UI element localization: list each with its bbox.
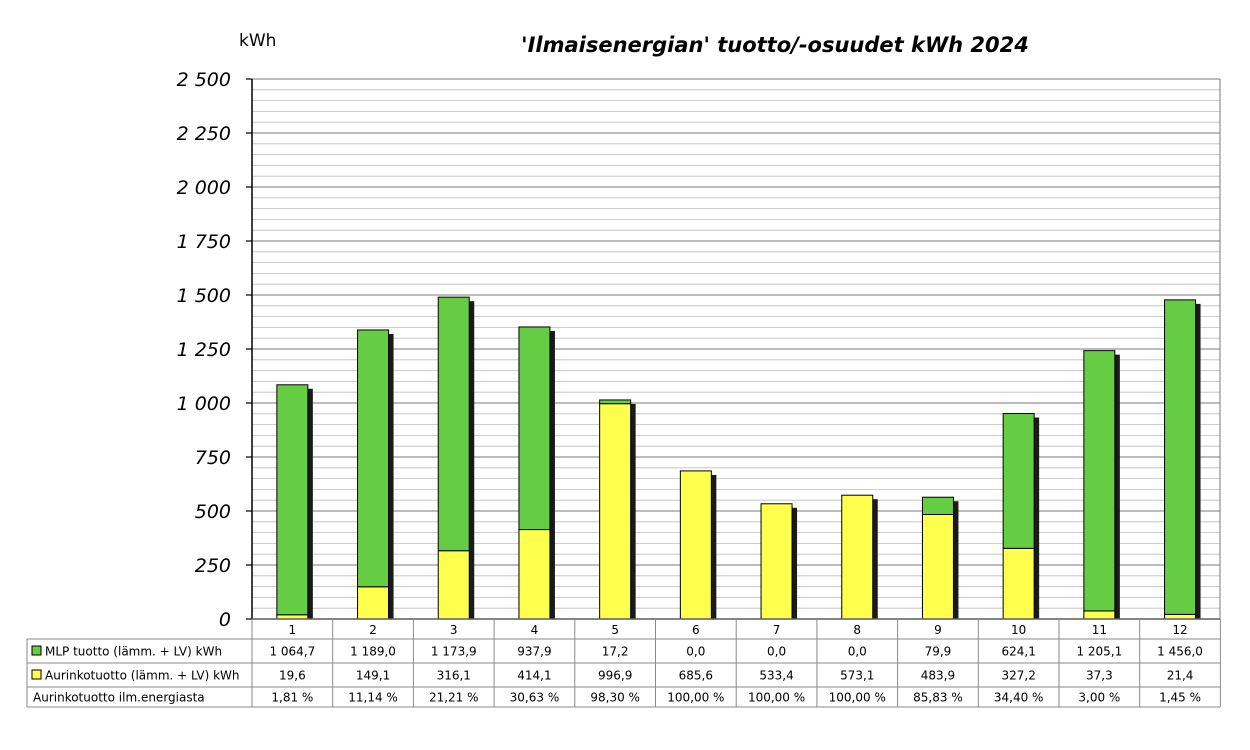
y-tick-label: 2 500 (177, 69, 231, 91)
bar-aurinko-segment (1083, 610, 1116, 620)
table-cell-value: 17,2 (602, 645, 629, 659)
table-cell-value: 1 173,9 (431, 645, 477, 659)
y-tick-label: 250 (195, 555, 231, 577)
table-cell-value: 573,1 (840, 669, 874, 683)
table-cell-value: 937,9 (517, 645, 551, 659)
bar-mlp-segment (921, 496, 954, 515)
x-tick-label: 12 (1172, 623, 1187, 637)
y-tick-label: 0 (219, 609, 231, 631)
x-tick-label: 5 (611, 623, 619, 637)
bar-mlp-segment (276, 384, 309, 616)
table-cell-value: 0,0 (767, 645, 786, 659)
bar-mlp-segment (437, 296, 470, 552)
x-tick-label: 10 (1011, 623, 1026, 637)
table-cell-value: 30,63 % (510, 691, 560, 705)
table-cell-value: 0,0 (848, 645, 867, 659)
table-cell-value: 19,6 (279, 669, 306, 683)
y-tick-label: 2 000 (177, 177, 231, 199)
bar-mlp-segment (518, 326, 551, 531)
table-cell-value: 98,30 % (590, 691, 640, 705)
bar-aurinko-segment (437, 550, 470, 620)
table-cell-value: 1,45 % (1159, 691, 1201, 705)
legend-swatch (31, 669, 42, 680)
x-tick-label: 8 (853, 623, 861, 637)
table-row-label: Aurinkotuotto ilm.energiasta (33, 691, 205, 705)
table-cell-value: 3,00 % (1078, 691, 1120, 705)
x-tick-label: 11 (1092, 623, 1107, 637)
x-tick-label: 4 (531, 623, 539, 637)
table-row-label: MLP tuotto (lämm. + LV) kWh (45, 645, 222, 659)
table-cell-value: 483,9 (921, 669, 955, 683)
table-cell-value: 85,83 % (913, 691, 963, 705)
bar-aurinko-segment (841, 494, 874, 620)
y-tick-label: 750 (195, 447, 231, 469)
table-cell-value: 685,6 (679, 669, 713, 683)
table-cell-value: 533,4 (759, 669, 793, 683)
bar-aurinko-segment (679, 470, 712, 620)
table-cell-value: 79,9 (925, 645, 952, 659)
table-cell-value: 149,1 (356, 669, 390, 683)
bar-mlp-segment (1164, 299, 1197, 615)
table-cell-value: 1 189,0 (350, 645, 396, 659)
table-cell-value: 1 456,0 (1157, 645, 1203, 659)
bar-aurinko-segment (760, 503, 793, 620)
bar-aurinko-segment (1002, 547, 1035, 620)
y-tick-label: 2 250 (177, 123, 231, 145)
bar-aurinko-segment (357, 586, 390, 620)
table-cell-value: 21,4 (1167, 669, 1194, 683)
bars (276, 296, 1201, 620)
table-cell-value: 100,00 % (748, 691, 805, 705)
y-tick-label: 1 250 (177, 339, 231, 361)
table-cell-value: 21,21 % (429, 691, 479, 705)
table-cell-value: 11,14 % (348, 691, 398, 705)
table-cell-value: 327,2 (1001, 669, 1035, 683)
bar-aurinko-segment (518, 529, 551, 620)
y-tick-label: 500 (195, 501, 231, 523)
bar-aurinko-segment (599, 403, 632, 620)
table-cell-value: 414,1 (517, 669, 551, 683)
table-cell-value: 0,0 (686, 645, 705, 659)
table-cell-value: 996,9 (598, 669, 632, 683)
legend-swatch (31, 645, 42, 656)
table-cell-value: 624,1 (1001, 645, 1035, 659)
table-cell-value: 1 064,7 (269, 645, 315, 659)
table-cell-value: 1 205,1 (1076, 645, 1122, 659)
y-tick-label: 1 000 (177, 393, 231, 415)
table-row-label: Aurinkotuotto (lämm. + LV) kWh (45, 669, 240, 683)
chart-title: 'Ilmaisenergian' tuotto/-osuudet kWh 202… (521, 33, 1029, 57)
bar-mlp-segment (1083, 350, 1116, 612)
bar-mlp-segment (599, 399, 632, 405)
x-tick-label: 2 (369, 623, 377, 637)
x-tick-label: 1 (289, 623, 297, 637)
x-tick-label: 6 (692, 623, 700, 637)
grid (252, 78, 1221, 620)
x-tick-label: 3 (450, 623, 458, 637)
bar-mlp-segment (1002, 413, 1035, 549)
bar-mlp-segment (357, 329, 390, 588)
x-tick-label: 7 (773, 623, 781, 637)
y-axis-unit: kWh (239, 31, 276, 51)
table-cell-value: 1,81 % (271, 691, 313, 705)
bar-aurinko-segment (921, 513, 954, 620)
table-cell-value: 100,00 % (829, 691, 886, 705)
table-cell-value: 34,40 % (994, 691, 1044, 705)
table-cell-value: 37,3 (1086, 669, 1113, 683)
x-tick-label: 9 (934, 623, 942, 637)
y-tick-label: 1 750 (177, 231, 231, 253)
table-cell-value: 100,00 % (667, 691, 724, 705)
y-tick-label: 1 500 (177, 285, 231, 307)
table-cell-value: 316,1 (437, 669, 471, 683)
